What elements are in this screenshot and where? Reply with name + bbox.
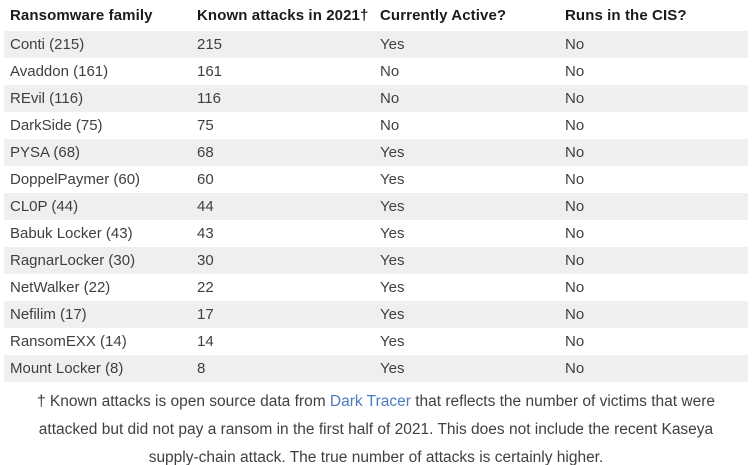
cell-family: NetWalker (22) — [10, 279, 111, 296]
cell-cis: No — [565, 360, 585, 377]
cell-attacks: 75 — [197, 117, 214, 134]
cell-active: No — [380, 90, 400, 107]
cell-family: RagnarLocker (30) — [10, 252, 136, 269]
table-body: Conti (215) 215 Yes No Avaddon (161) 161… — [4, 31, 748, 382]
cell-cis: No — [565, 252, 585, 269]
cell-attacks: 8 — [197, 360, 206, 377]
cell-cis: No — [565, 171, 585, 188]
cell-cis: No — [565, 333, 585, 350]
cell-attacks: 68 — [197, 144, 214, 161]
cell-attacks: 30 — [197, 252, 214, 269]
table-row: NetWalker (22) 22 Yes No — [4, 274, 748, 301]
cell-cis: No — [565, 225, 585, 242]
cell-attacks: 44 — [197, 198, 214, 215]
footnote-text-before-link: † Known attacks is open source data from — [36, 393, 330, 410]
dark-tracer-link[interactable]: Dark Tracer — [329, 393, 411, 410]
cell-active: Yes — [380, 36, 405, 53]
cell-active: Yes — [380, 198, 405, 215]
cell-cis: No — [565, 36, 585, 53]
table-row: DoppelPaymer (60) 60 Yes No — [4, 166, 748, 193]
cell-family: Babuk Locker (43) — [10, 225, 133, 242]
cell-active: Yes — [380, 144, 405, 161]
table-row: Babuk Locker (43) 43 Yes No — [4, 220, 748, 247]
cell-active: Yes — [380, 333, 405, 350]
cell-cis: No — [565, 90, 585, 107]
cell-attacks: 116 — [197, 90, 221, 107]
table-header-row: Ransomware family Known attacks in 2021†… — [4, 0, 748, 31]
cell-cis: No — [565, 306, 585, 323]
cell-family: Mount Locker (8) — [10, 360, 124, 377]
cell-active: No — [380, 63, 400, 80]
cell-family: CL0P (44) — [10, 198, 79, 215]
cell-cis: No — [565, 117, 585, 134]
cell-active: Yes — [380, 360, 405, 377]
table-footnote: † Known attacks is open source data from… — [13, 388, 739, 465]
table-row: CL0P (44) 44 Yes No — [4, 193, 748, 220]
cell-active: No — [380, 117, 400, 134]
table-row: Mount Locker (8) 8 Yes No — [4, 355, 748, 382]
cell-family: DoppelPaymer (60) — [10, 171, 141, 188]
cell-cis: No — [565, 279, 585, 296]
cell-attacks: 161 — [197, 63, 223, 80]
table-row: Avaddon (161) 161 No No — [4, 58, 748, 85]
cell-family: DarkSide (75) — [10, 117, 103, 134]
footnote-text-after-link: that reflects the number of victims that… — [38, 393, 715, 465]
cell-cis: No — [565, 144, 585, 161]
cell-cis: No — [565, 63, 585, 80]
cell-family: RansomEXX (14) — [10, 333, 127, 350]
cell-active: Yes — [380, 252, 405, 269]
table-row: PYSA (68) 68 Yes No — [4, 139, 748, 166]
table-row: Conti (215) 215 Yes No — [4, 31, 748, 58]
cell-family: Avaddon (161) — [10, 63, 109, 80]
cell-active: Yes — [380, 279, 405, 296]
col-header-active: Currently Active? — [380, 7, 507, 24]
cell-attacks: 215 — [197, 36, 223, 53]
col-header-attacks: Known attacks in 2021† — [197, 7, 369, 24]
table-row: RansomEXX (14) 14 Yes No — [4, 328, 748, 355]
cell-active: Yes — [380, 225, 405, 242]
cell-family: Nefilim (17) — [10, 306, 87, 323]
ransomware-table: Ransomware family Known attacks in 2021†… — [4, 0, 748, 382]
table-row: Nefilim (17) 17 Yes No — [4, 301, 748, 328]
cell-attacks: 60 — [197, 171, 214, 188]
col-header-family: Ransomware family — [10, 7, 153, 24]
cell-attacks: 43 — [197, 225, 214, 242]
cell-family: PYSA (68) — [10, 144, 81, 161]
cell-active: Yes — [380, 306, 405, 323]
cell-family: REvil (116) — [10, 90, 84, 107]
cell-attacks: 14 — [197, 333, 214, 350]
cell-cis: No — [565, 198, 585, 215]
cell-family: Conti (215) — [10, 36, 85, 53]
table-row: DarkSide (75) 75 No No — [4, 112, 748, 139]
col-header-cis: Runs in the CIS? — [565, 7, 687, 24]
cell-active: Yes — [380, 171, 405, 188]
table-row: RagnarLocker (30) 30 Yes No — [4, 247, 748, 274]
cell-attacks: 17 — [197, 306, 214, 323]
table-row: REvil (116) 116 No No — [4, 85, 748, 112]
cell-attacks: 22 — [197, 279, 214, 296]
